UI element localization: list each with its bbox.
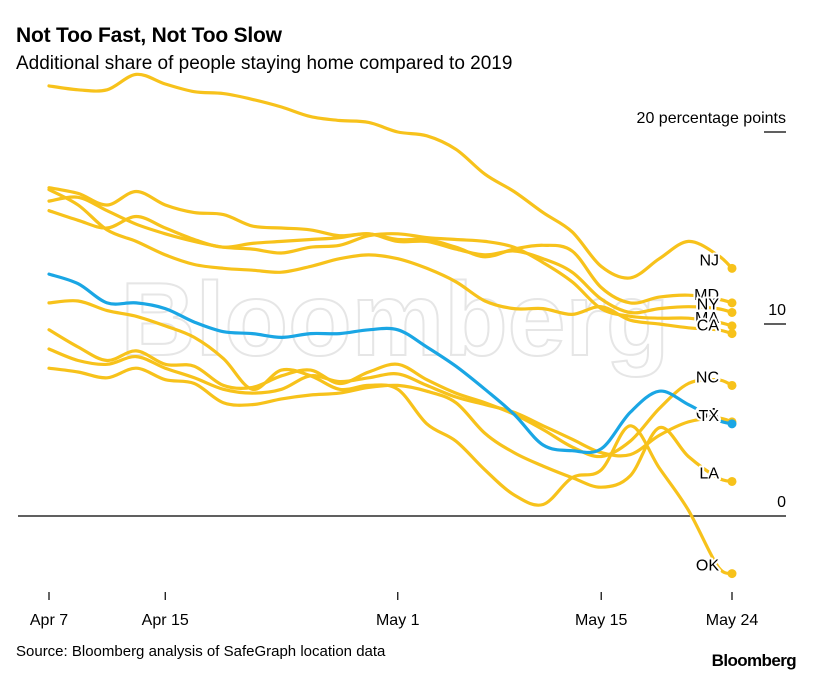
- series-line-nc[interactable]: [47, 328, 734, 459]
- series-label-ma: MA: [695, 310, 719, 327]
- series-endpoint-ma[interactable]: [727, 321, 737, 331]
- series-line-ma[interactable]: [47, 195, 734, 328]
- series-endpoint-ca[interactable]: [727, 329, 737, 339]
- bloomberg-logo[interactable]: Bloomberg: [711, 651, 797, 670]
- series-endpoint-nj[interactable]: [727, 263, 737, 273]
- series-label-tx: TX: [699, 408, 720, 425]
- series-line-la[interactable]: [47, 366, 734, 489]
- series-label-ny: NY: [697, 296, 720, 313]
- x-tick-label: Apr 7: [30, 612, 68, 629]
- series-line-tx[interactable]: [47, 272, 734, 455]
- x-tick-label: May 24: [706, 612, 759, 629]
- series-line-ok[interactable]: [47, 299, 734, 576]
- series-line-nj[interactable]: [47, 72, 734, 280]
- series-line-ga[interactable]: [47, 347, 734, 458]
- series-label-nj: NJ: [699, 252, 719, 269]
- y-axis: 20 percentage points 10 0: [18, 110, 786, 517]
- series-endpoint-md[interactable]: [727, 298, 737, 308]
- series-label-ok: OK: [696, 558, 719, 575]
- series-endpoint-ny[interactable]: [727, 307, 737, 317]
- chart-title: Not Too Fast, Not Too Slow: [16, 24, 282, 47]
- series-label-ca: CA: [697, 318, 720, 335]
- series-label-la: LA: [699, 465, 719, 482]
- series-endpoint-tx[interactable]: [727, 419, 737, 429]
- y-tick-label: 10: [768, 302, 786, 319]
- bloomberg-watermark: Bloomberg: [121, 262, 670, 378]
- source-note: Source: Bloomberg analysis of SafeGraph …: [16, 643, 386, 660]
- series-line-ny[interactable]: [47, 209, 734, 315]
- x-tick-label: May 1: [376, 612, 420, 629]
- y-tick-label: 0: [777, 494, 786, 511]
- series-endpoint-la[interactable]: [727, 476, 737, 486]
- series-endpoint-nc[interactable]: [727, 380, 737, 390]
- series-label-md: MD: [694, 287, 719, 304]
- series-label-nc: NC: [696, 369, 719, 386]
- series-label-ga: GA: [696, 406, 719, 423]
- series-line-ca[interactable]: [47, 188, 734, 336]
- x-tick-label: Apr 15: [142, 612, 189, 629]
- chart-subtitle: Additional share of people staying home …: [16, 53, 513, 74]
- series-layer: [47, 72, 737, 579]
- x-tick-label: May 15: [575, 612, 628, 629]
- series-line-md[interactable]: [47, 186, 734, 305]
- x-axis: Apr 7 Apr 15 May 1 May 15 May 24: [30, 592, 758, 629]
- series-endpoint-ok[interactable]: [727, 569, 737, 579]
- y-tick-label: 20 percentage points: [637, 110, 786, 127]
